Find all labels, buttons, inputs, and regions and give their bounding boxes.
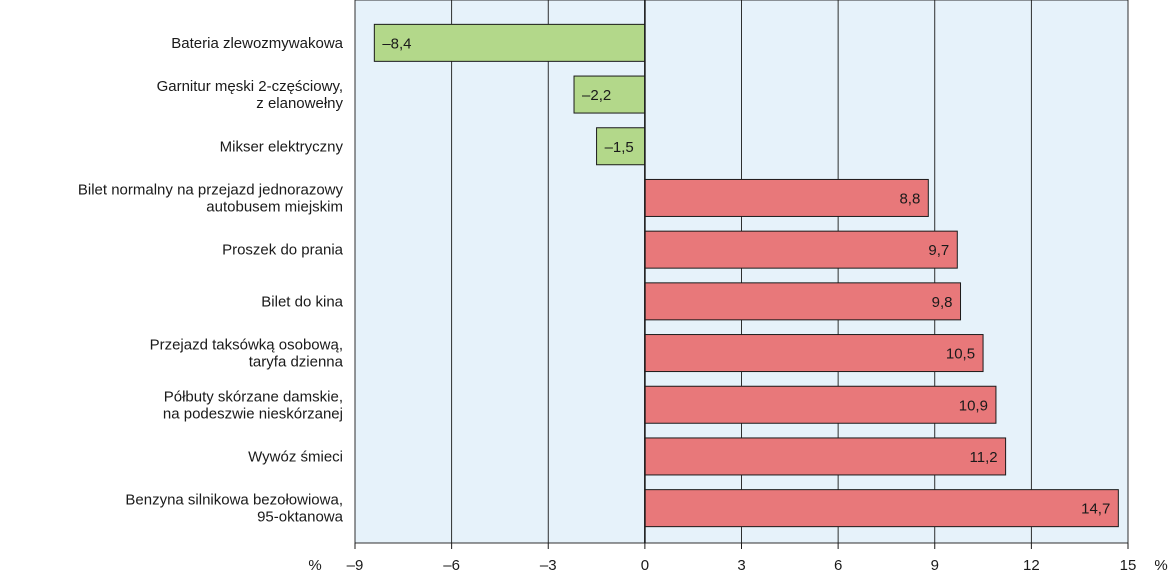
data-label: 10,5 <box>946 346 975 363</box>
category-label: Benzyna silnikowa bezołowiowa, <box>125 492 343 509</box>
data-label: 11,2 <box>970 449 998 466</box>
bar <box>644 282 962 321</box>
data-label: 14,7 <box>1081 501 1110 518</box>
category-label: Wywóz śmieci <box>248 448 343 465</box>
category-label: na podeszwie nieskórzanej <box>163 405 343 422</box>
bar <box>373 23 646 62</box>
category-label: Mikser elektryczny <box>220 138 344 155</box>
x-tick-label: 6 <box>834 557 842 574</box>
category-label: taryfa dzienna <box>249 354 344 371</box>
category-label: z elanowełny <box>256 95 343 112</box>
bar <box>644 334 984 373</box>
x-tick-label: –6 <box>443 557 460 574</box>
x-tick-label: 12 <box>1023 557 1040 574</box>
category-label: Bilet normalny na przejazd jednorazowy <box>78 181 344 198</box>
x-tick-label: 3 <box>737 557 745 574</box>
data-label: 9,7 <box>928 242 949 259</box>
category-label: Półbuty skórzane damskie, <box>164 388 343 405</box>
x-tick-label: 0 <box>641 557 649 574</box>
category-label: autobusem miejskim <box>206 198 343 215</box>
x-tick-label: 15 <box>1120 557 1137 574</box>
category-label: Przejazd taksówką osobową, <box>150 337 343 354</box>
data-label: –2,2 <box>582 87 611 104</box>
data-label: 9,8 <box>932 294 953 311</box>
x-tick-label: –3 <box>540 557 557 574</box>
x-tick-label: 9 <box>931 557 939 574</box>
x-unit-label-right: % <box>1154 557 1167 574</box>
bar <box>644 178 929 217</box>
category-label: Proszek do prania <box>222 242 344 259</box>
bar <box>596 127 646 166</box>
data-label: –8,4 <box>382 35 411 52</box>
bar <box>644 437 1007 476</box>
bar <box>644 230 958 269</box>
data-label: –1,5 <box>605 139 634 156</box>
data-label: 8,8 <box>899 190 920 207</box>
category-label: Garnitur męski 2-częściowy, <box>157 78 343 95</box>
bar <box>573 75 646 114</box>
bar <box>644 489 1119 528</box>
data-label: 10,9 <box>959 397 988 414</box>
x-tick-label: –9 <box>347 557 364 574</box>
category-label: Bateria zlewozmywakowa <box>171 35 343 52</box>
category-label: 95-oktanowa <box>257 509 344 526</box>
x-unit-label-left: % <box>308 557 321 574</box>
category-label: Bilet do kina <box>261 293 343 310</box>
bar <box>644 385 997 424</box>
